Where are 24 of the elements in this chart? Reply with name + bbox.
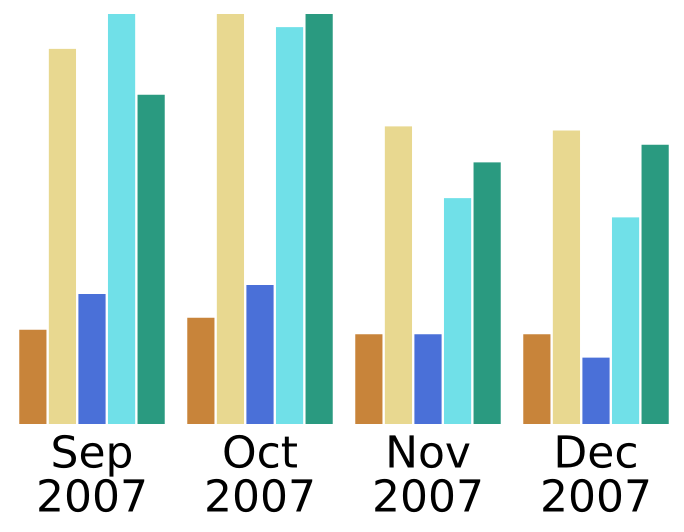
x-tick-label: Sep 2007 — [36, 427, 148, 522]
x-tick-label: Dec 2007 — [540, 427, 652, 522]
bar — [306, 14, 333, 424]
bar — [19, 330, 46, 424]
bar — [523, 334, 550, 424]
bar — [582, 358, 610, 424]
bar — [187, 318, 214, 424]
bar — [612, 217, 640, 424]
bar — [138, 94, 165, 424]
bar — [355, 334, 382, 424]
bar — [444, 198, 472, 424]
bar — [384, 126, 412, 424]
bar — [48, 48, 76, 424]
bar — [108, 14, 136, 424]
bar — [474, 162, 501, 424]
bar — [216, 14, 244, 424]
bar — [78, 294, 106, 424]
bar — [276, 27, 304, 424]
x-tick-label: Oct 2007 — [204, 427, 316, 522]
x-tick-label: Nov 2007 — [372, 427, 484, 522]
bar — [246, 285, 274, 424]
bar — [414, 334, 442, 424]
bar — [642, 144, 669, 424]
bar — [552, 130, 580, 424]
